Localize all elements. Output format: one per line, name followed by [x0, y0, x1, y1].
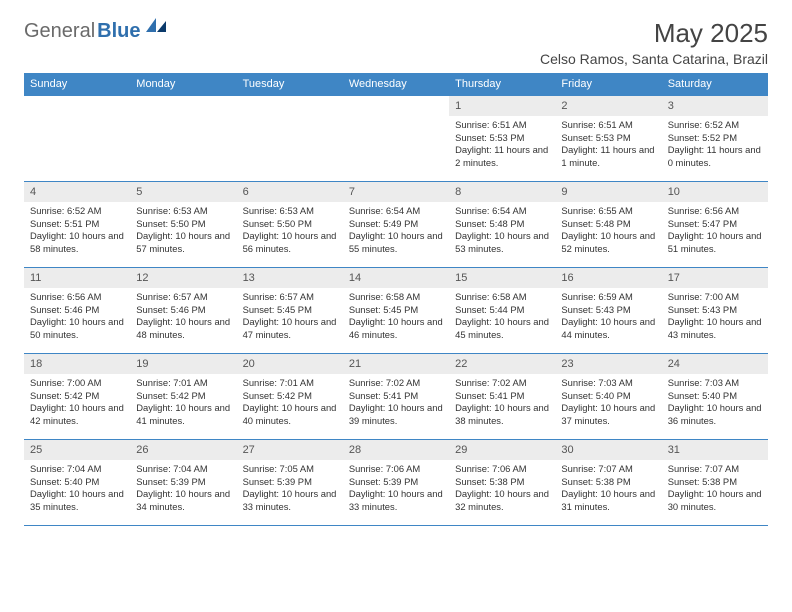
day-detail-cell: Sunrise: 7:02 AMSunset: 5:41 PMDaylight:… [449, 374, 555, 440]
day-number-cell [237, 96, 343, 117]
day-detail-cell: Sunrise: 7:01 AMSunset: 5:42 PMDaylight:… [237, 374, 343, 440]
weekday-header: Saturday [662, 73, 768, 96]
day-number-cell: 7 [343, 182, 449, 203]
page-header: GeneralBlue May 2025 Celso Ramos, Santa … [24, 18, 768, 67]
day-detail-row: Sunrise: 6:56 AMSunset: 5:46 PMDaylight:… [24, 288, 768, 354]
day-detail-cell [237, 116, 343, 182]
day-detail-cell: Sunrise: 6:58 AMSunset: 5:44 PMDaylight:… [449, 288, 555, 354]
day-number-cell: 15 [449, 268, 555, 289]
day-detail-row: Sunrise: 6:51 AMSunset: 5:53 PMDaylight:… [24, 116, 768, 182]
brand-part2: Blue [97, 20, 140, 43]
day-number-cell: 6 [237, 182, 343, 203]
day-detail-row: Sunrise: 7:00 AMSunset: 5:42 PMDaylight:… [24, 374, 768, 440]
logo-sail-icon [146, 18, 168, 39]
day-detail-cell: Sunrise: 6:51 AMSunset: 5:53 PMDaylight:… [555, 116, 661, 182]
calendar-page: GeneralBlue May 2025 Celso Ramos, Santa … [0, 0, 792, 544]
calendar-table: SundayMondayTuesdayWednesdayThursdayFrid… [24, 73, 768, 526]
day-detail-cell: Sunrise: 7:00 AMSunset: 5:42 PMDaylight:… [24, 374, 130, 440]
day-detail-cell: Sunrise: 7:00 AMSunset: 5:43 PMDaylight:… [662, 288, 768, 354]
day-number-cell: 22 [449, 354, 555, 375]
day-number-cell: 3 [662, 96, 768, 117]
day-number-cell: 27 [237, 440, 343, 461]
day-detail-cell [24, 116, 130, 182]
day-detail-cell: Sunrise: 6:56 AMSunset: 5:46 PMDaylight:… [24, 288, 130, 354]
weekday-header: Monday [130, 73, 236, 96]
day-number-cell: 23 [555, 354, 661, 375]
day-detail-cell: Sunrise: 6:51 AMSunset: 5:53 PMDaylight:… [449, 116, 555, 182]
weekday-header: Tuesday [237, 73, 343, 96]
day-number-cell: 29 [449, 440, 555, 461]
day-number-cell: 13 [237, 268, 343, 289]
day-detail-cell: Sunrise: 7:07 AMSunset: 5:38 PMDaylight:… [662, 460, 768, 526]
day-number-row: 25262728293031 [24, 440, 768, 461]
day-number-cell: 26 [130, 440, 236, 461]
day-detail-cell: Sunrise: 6:58 AMSunset: 5:45 PMDaylight:… [343, 288, 449, 354]
day-number-cell: 20 [237, 354, 343, 375]
day-number-row: 45678910 [24, 182, 768, 203]
day-number-cell: 12 [130, 268, 236, 289]
day-number-cell: 28 [343, 440, 449, 461]
day-detail-cell: Sunrise: 6:55 AMSunset: 5:48 PMDaylight:… [555, 202, 661, 268]
day-number-cell: 5 [130, 182, 236, 203]
day-number-cell: 21 [343, 354, 449, 375]
day-number-cell: 24 [662, 354, 768, 375]
day-number-cell: 4 [24, 182, 130, 203]
weekday-header: Thursday [449, 73, 555, 96]
day-detail-cell [343, 116, 449, 182]
title-block: May 2025 Celso Ramos, Santa Catarina, Br… [540, 18, 768, 67]
day-detail-cell: Sunrise: 6:57 AMSunset: 5:46 PMDaylight:… [130, 288, 236, 354]
location-subtitle: Celso Ramos, Santa Catarina, Brazil [540, 51, 768, 67]
day-detail-cell: Sunrise: 7:01 AMSunset: 5:42 PMDaylight:… [130, 374, 236, 440]
day-number-cell: 14 [343, 268, 449, 289]
day-detail-cell: Sunrise: 6:57 AMSunset: 5:45 PMDaylight:… [237, 288, 343, 354]
day-detail-cell: Sunrise: 7:04 AMSunset: 5:39 PMDaylight:… [130, 460, 236, 526]
day-detail-cell: Sunrise: 7:07 AMSunset: 5:38 PMDaylight:… [555, 460, 661, 526]
day-number-cell: 10 [662, 182, 768, 203]
day-number-row: 123 [24, 96, 768, 117]
day-detail-cell: Sunrise: 6:59 AMSunset: 5:43 PMDaylight:… [555, 288, 661, 354]
day-detail-cell: Sunrise: 7:06 AMSunset: 5:39 PMDaylight:… [343, 460, 449, 526]
brand-part1: General [24, 20, 95, 43]
day-number-cell: 9 [555, 182, 661, 203]
month-title: May 2025 [540, 18, 768, 49]
day-number-cell: 25 [24, 440, 130, 461]
day-number-cell: 8 [449, 182, 555, 203]
day-number-cell: 17 [662, 268, 768, 289]
weekday-header-row: SundayMondayTuesdayWednesdayThursdayFrid… [24, 73, 768, 96]
day-number-cell [130, 96, 236, 117]
day-detail-cell: Sunrise: 7:05 AMSunset: 5:39 PMDaylight:… [237, 460, 343, 526]
day-number-cell: 11 [24, 268, 130, 289]
day-detail-cell: Sunrise: 6:52 AMSunset: 5:52 PMDaylight:… [662, 116, 768, 182]
day-detail-cell: Sunrise: 6:53 AMSunset: 5:50 PMDaylight:… [130, 202, 236, 268]
weekday-header: Wednesday [343, 73, 449, 96]
brand-logo: GeneralBlue [24, 20, 168, 43]
day-number-cell [24, 96, 130, 117]
weekday-header: Sunday [24, 73, 130, 96]
day-detail-row: Sunrise: 7:04 AMSunset: 5:40 PMDaylight:… [24, 460, 768, 526]
day-detail-cell: Sunrise: 7:03 AMSunset: 5:40 PMDaylight:… [555, 374, 661, 440]
weekday-header: Friday [555, 73, 661, 96]
day-number-cell: 19 [130, 354, 236, 375]
day-number-cell [343, 96, 449, 117]
day-detail-cell: Sunrise: 7:04 AMSunset: 5:40 PMDaylight:… [24, 460, 130, 526]
day-detail-cell: Sunrise: 6:54 AMSunset: 5:49 PMDaylight:… [343, 202, 449, 268]
day-number-cell: 18 [24, 354, 130, 375]
day-number-row: 18192021222324 [24, 354, 768, 375]
day-detail-row: Sunrise: 6:52 AMSunset: 5:51 PMDaylight:… [24, 202, 768, 268]
day-detail-cell: Sunrise: 6:53 AMSunset: 5:50 PMDaylight:… [237, 202, 343, 268]
day-detail-cell: Sunrise: 7:02 AMSunset: 5:41 PMDaylight:… [343, 374, 449, 440]
day-number-cell: 16 [555, 268, 661, 289]
day-detail-cell: Sunrise: 6:54 AMSunset: 5:48 PMDaylight:… [449, 202, 555, 268]
day-detail-cell [130, 116, 236, 182]
day-number-cell: 30 [555, 440, 661, 461]
day-detail-cell: Sunrise: 7:03 AMSunset: 5:40 PMDaylight:… [662, 374, 768, 440]
day-detail-cell: Sunrise: 7:06 AMSunset: 5:38 PMDaylight:… [449, 460, 555, 526]
day-number-cell: 1 [449, 96, 555, 117]
day-detail-cell: Sunrise: 6:52 AMSunset: 5:51 PMDaylight:… [24, 202, 130, 268]
day-number-cell: 2 [555, 96, 661, 117]
day-detail-cell: Sunrise: 6:56 AMSunset: 5:47 PMDaylight:… [662, 202, 768, 268]
day-number-row: 11121314151617 [24, 268, 768, 289]
day-number-cell: 31 [662, 440, 768, 461]
